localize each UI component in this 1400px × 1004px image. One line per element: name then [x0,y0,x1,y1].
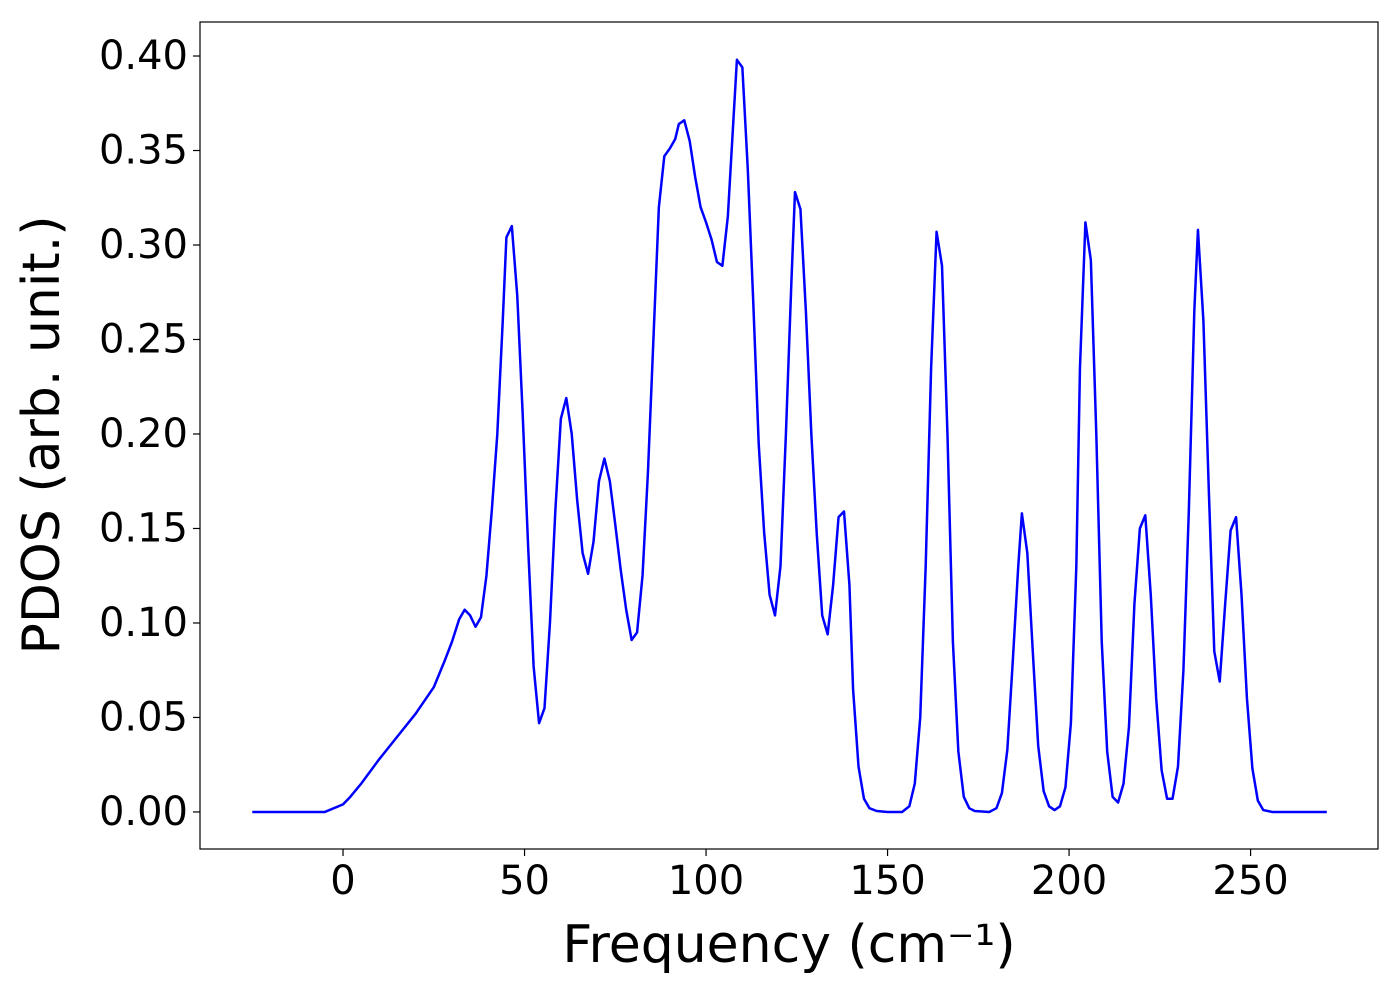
y-tick-label: 0.10 [99,600,188,646]
y-tick-label: 0.30 [99,222,188,268]
y-tick-label: 0.20 [99,411,188,457]
pdos-line [252,58,1327,814]
x-tick-label: 250 [1212,858,1288,904]
x-tick-label: 150 [849,858,925,904]
x-tick-label: 50 [499,858,550,904]
y-tick-label: 0.40 [99,33,188,79]
x-tick-label: 0 [330,858,355,904]
y-tick-label: 0.35 [99,128,188,174]
plot-frame [199,21,1379,850]
y-tick-label: 0.25 [99,316,188,362]
y-axis-label: PDOS (arb. unit.) [12,215,72,654]
x-tick-label: 100 [668,858,744,904]
y-tick-label: 0.00 [99,789,188,835]
x-tick-label: 200 [1031,858,1107,904]
y-tick-label: 0.05 [99,694,188,740]
y-tick-label: 0.15 [99,505,188,551]
x-axis-label: Frequency (cm⁻¹) [562,915,1015,975]
